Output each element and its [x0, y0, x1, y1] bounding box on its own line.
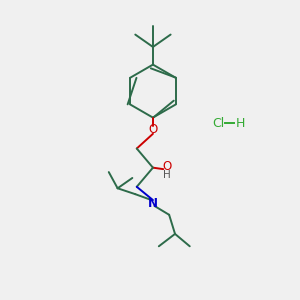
Text: N: N [148, 196, 158, 209]
Text: O: O [163, 160, 172, 173]
Text: H: H [236, 117, 245, 130]
Text: Cl: Cl [212, 117, 224, 130]
Text: O: O [148, 123, 158, 136]
Text: H: H [163, 170, 171, 180]
